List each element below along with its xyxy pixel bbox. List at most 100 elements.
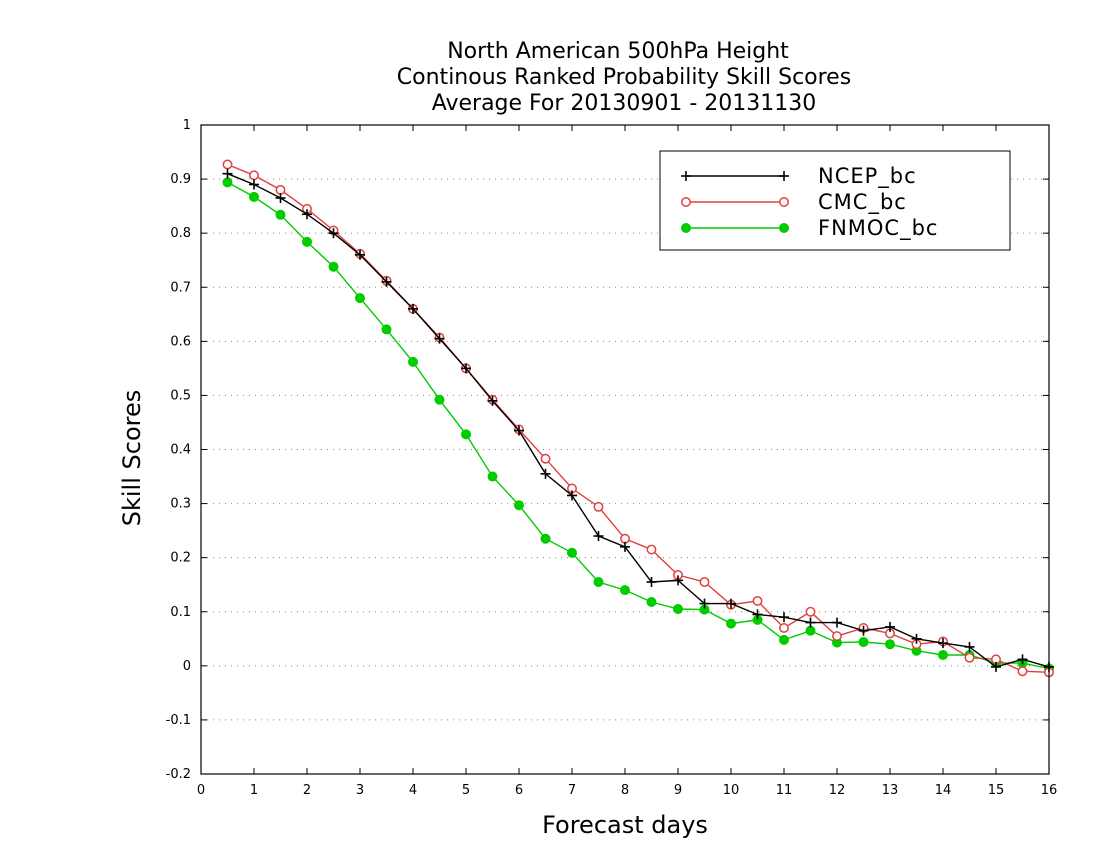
data-point [938,638,948,649]
data-point [752,609,763,620]
data-point [222,177,233,188]
data-point [249,191,259,202]
axis-ticks: -0.2-0.100.10.20.30.40.50.60.70.80.910 1 2… [166,118,1058,798]
data-point [699,598,710,609]
data-point [567,490,577,501]
data-point [964,652,975,663]
data-point [487,471,498,482]
data-point [593,501,604,512]
y-tick-label: 0.5 [170,388,191,403]
y-tick-label: 0.7 [170,280,191,295]
data-point [699,577,710,587]
data-point [275,184,286,195]
data-point [832,617,842,628]
data-point [434,333,445,344]
data-point [1017,666,1028,677]
data-point [779,634,789,645]
x-tick-label: 13 [882,783,899,798]
x-tick-label: 1 [250,783,258,798]
data-point [355,293,365,304]
data-point [408,356,418,367]
legend-marker [779,223,789,233]
y-tick-label: 0.8 [170,226,191,241]
data-point [487,395,498,406]
data-point [726,618,736,629]
x-tick-label: 16 [1041,783,1058,798]
data-point [434,394,445,405]
data-point [249,170,259,181]
x-tick-label: 8 [621,783,629,798]
legend-entry: CMC_bc [681,190,907,215]
x-tick-label: 10 [723,783,740,798]
data-point [461,363,471,374]
legend-label: CMC_bc [818,190,907,215]
x-tick-label: 4 [409,783,417,798]
data-point [328,261,339,272]
title-line-1: North American 500hPa Height [447,39,789,64]
data-point [275,209,286,220]
data-point [805,606,816,617]
data-point [222,168,233,179]
data-point [646,597,657,608]
x-tick-label: 9 [674,783,682,798]
title-line-2: Continous Ranked Probability Skill Score… [397,65,851,90]
chart-title: North American 500hPa Height Continous R… [397,39,851,116]
x-tick-label: 5 [462,783,470,798]
data-point [858,637,869,648]
legend-entry: NCEP_bc [681,164,917,189]
legend-box [659,150,1011,251]
data-point [673,604,683,615]
x-tick-label: 6 [515,783,523,798]
y-tick-label: 0.9 [170,172,191,187]
y-tick-label: -0.2 [166,767,191,782]
series-lines [222,159,1054,678]
data-point [381,324,392,335]
legend-label: FNMOC_bc [818,216,938,241]
y-tick-label: 0.6 [170,334,191,349]
data-point [593,531,604,542]
data-point [752,595,763,606]
x-tick-label: 14 [935,783,952,798]
data-point [832,631,842,642]
data-point [461,429,471,440]
data-point [620,533,630,544]
data-point [302,209,312,220]
x-tick-label: 15 [988,783,1005,798]
data-point [779,623,789,633]
title-line-3: Average For 20130901 - 20131130 [432,91,817,116]
data-point [514,500,524,511]
data-point [514,425,524,436]
data-point [1017,654,1028,665]
legend-label: NCEP_bc [818,164,917,189]
data-point [381,276,392,287]
data-point [858,625,869,636]
data-point [964,641,975,652]
data-point [620,541,630,552]
data-point [673,575,683,586]
x-tick-label: 12 [829,783,846,798]
data-point [540,468,551,479]
data-point [328,228,339,239]
y-tick-label: 0.2 [170,551,191,566]
data-point [885,639,895,650]
y-tick-label: -0.1 [166,713,191,728]
x-tick-label: 11 [776,783,793,798]
series-line [227,173,1050,668]
data-point [911,633,922,644]
data-point [938,650,948,661]
data-point [646,577,657,588]
y-tick-label: 0.1 [170,605,191,620]
y-tick-label: 1 [183,118,191,133]
y-axis-title: Skill Scores [118,390,146,527]
y-tick-label: 0 [183,659,191,674]
legend-marker [779,171,789,181]
series-line [227,181,1050,670]
data-point [249,179,259,190]
data-point [646,544,657,555]
data-point [355,249,365,260]
data-point [275,193,286,204]
data-point [726,598,736,609]
legend-marker [681,171,691,181]
data-point [540,453,551,464]
